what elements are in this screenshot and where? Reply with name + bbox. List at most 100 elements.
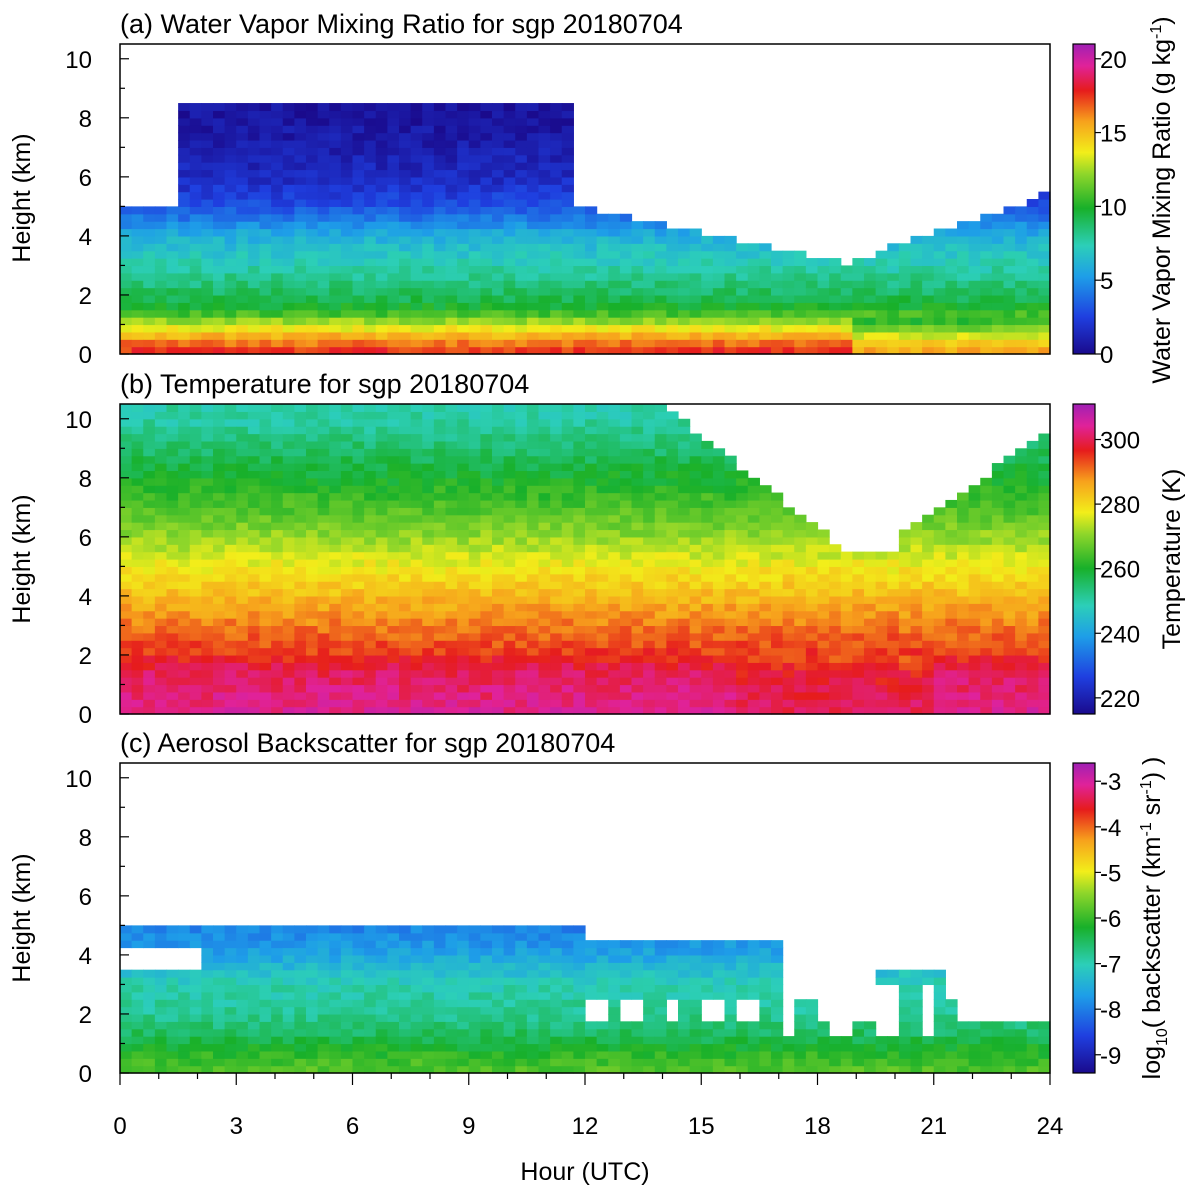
heatmap-cell (840, 302, 853, 311)
heatmap-cell (445, 125, 458, 134)
heatmap-cell (550, 132, 563, 141)
heatmap-cell (352, 610, 365, 619)
heatmap-cell (178, 331, 191, 340)
heatmap-cell (143, 529, 156, 538)
heatmap-cell (120, 499, 133, 508)
heatmap-cell (224, 317, 237, 326)
heatmap-cell (561, 485, 574, 494)
heatmap-cell (898, 529, 912, 538)
heatmap-cell (957, 221, 970, 230)
heatmap-cell (829, 581, 842, 590)
heatmap-cell (515, 272, 528, 281)
heatmap-cell (945, 522, 958, 531)
heatmap-cell (445, 647, 458, 656)
heatmap-cell (375, 404, 388, 412)
heatmap-cell (573, 544, 586, 553)
heatmap-cell (980, 485, 993, 494)
heatmap-cell (271, 213, 284, 222)
heatmap-cell (189, 426, 202, 435)
heatmap-cell (352, 492, 365, 501)
heatmap-cell (1015, 302, 1028, 311)
heatmap-cell (922, 662, 935, 671)
heatmap-cell (271, 463, 284, 472)
heatmap-cell (166, 426, 179, 435)
heatmap-cell (957, 317, 970, 326)
heatmap-cell (259, 684, 272, 693)
heatmap-cell (410, 110, 423, 119)
heatmap-cell (154, 485, 168, 494)
heatmap-cell (712, 331, 726, 340)
heatmap-cell (375, 265, 388, 274)
heatmap-cell (433, 573, 447, 582)
heatmap-cell (933, 551, 946, 560)
heatmap-cell (433, 684, 447, 693)
heatmap-cell (922, 669, 935, 678)
heatmap-cell (375, 324, 388, 333)
heatmap-cell (410, 463, 423, 472)
heatmap-cell (631, 544, 644, 553)
heatmap-cell (922, 551, 935, 560)
heatmap-cell (306, 243, 319, 252)
heatmap-cell (643, 691, 656, 700)
heatmap-cell (991, 492, 1005, 501)
heatmap-cell (340, 610, 354, 619)
heatmap-cell (561, 647, 574, 656)
heatmap-cell (503, 581, 516, 590)
heatmap-cell (736, 581, 749, 590)
heatmap-cell (1026, 213, 1039, 222)
heatmap-cell (561, 176, 574, 185)
heatmap-cell (189, 404, 202, 412)
heatmap-cell (573, 287, 586, 296)
heatmap-cell (352, 625, 365, 634)
heatmap-cell (352, 132, 365, 141)
heatmap-cell (282, 559, 295, 567)
heatmap-cell (736, 529, 749, 538)
heatmap-cell (1038, 265, 1051, 274)
heatmap-cell (422, 492, 435, 501)
heatmap-cell (224, 669, 237, 678)
heatmap-cell (317, 706, 330, 715)
heatmap-cell (654, 463, 667, 472)
heatmap-cell (736, 339, 749, 348)
heatmap-cell (433, 647, 447, 656)
heatmap-cell (282, 477, 295, 486)
heatmap-cell (201, 110, 214, 119)
heatmap-cell (596, 581, 609, 590)
heatmap-cell (608, 588, 621, 597)
heatmap-cell (399, 317, 412, 326)
heatmap-cell (526, 302, 540, 311)
heatmap-cell (608, 551, 621, 560)
heatmap-cell (213, 110, 226, 119)
heatmap-cell (1038, 618, 1051, 627)
heatmap-cell (282, 287, 295, 296)
heatmap-cell (399, 662, 412, 671)
heatmap-cell (550, 309, 563, 318)
heatmap-cell (678, 324, 691, 333)
heatmap-cell (608, 404, 621, 412)
heatmap-cell (410, 184, 423, 193)
heatmap-cell (898, 302, 912, 311)
heatmap-cell (724, 559, 737, 567)
heatmap-cell (306, 529, 319, 538)
heatmap-cell (236, 250, 249, 259)
heatmap-cell (236, 477, 249, 486)
heatmap-cell (643, 677, 656, 686)
heatmap-cell (492, 339, 505, 348)
heatmap-cell (317, 514, 330, 523)
heatmap-cell (201, 632, 214, 641)
heatmap-cell (561, 346, 574, 355)
heatmap-cell (306, 632, 319, 641)
heatmap-cell (224, 272, 237, 281)
heatmap-cell (724, 522, 737, 531)
heatmap-cell (422, 250, 435, 259)
heatmap-cell (340, 522, 354, 531)
heatmap-cell (492, 507, 505, 516)
heatmap-cell (561, 448, 574, 457)
heatmap-cell (189, 485, 202, 494)
heatmap-cell (422, 448, 435, 457)
heatmap-cell (585, 331, 598, 340)
heatmap-cell (492, 625, 505, 634)
heatmap-cell (387, 448, 400, 457)
heatmap-cell (259, 455, 272, 464)
heatmap-cell (922, 699, 935, 708)
